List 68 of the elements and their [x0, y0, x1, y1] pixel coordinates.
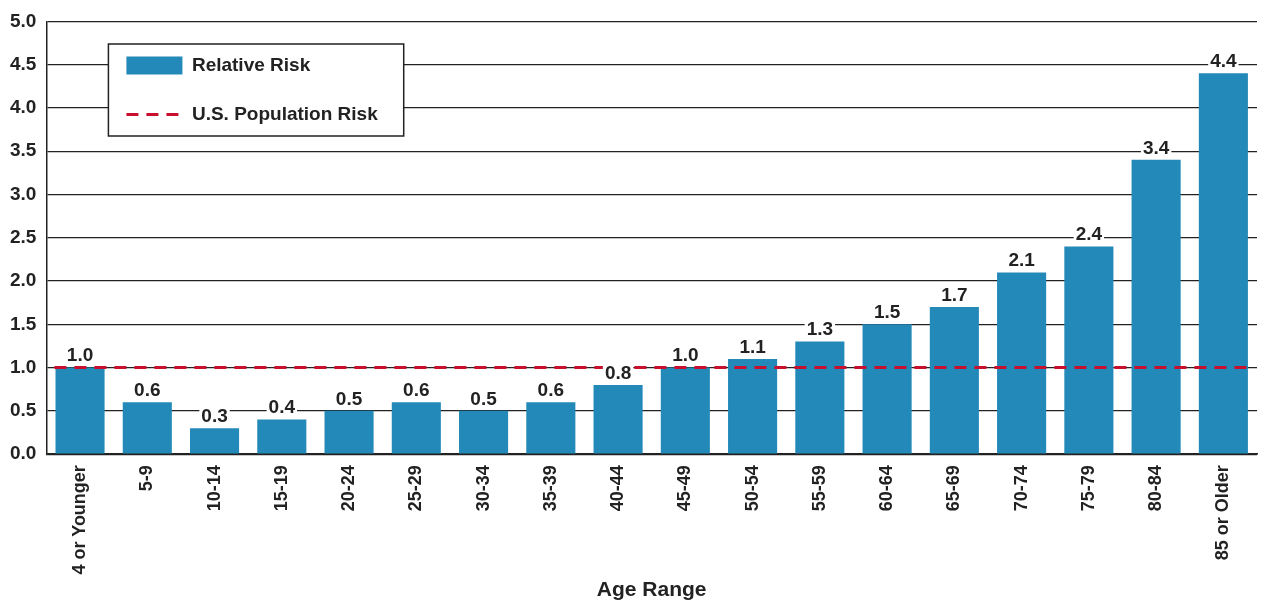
data-label: 1.5: [873, 301, 901, 323]
y-tick-label: 4.5: [9, 52, 37, 74]
data-label: 0.8: [604, 361, 632, 383]
bar: [55, 367, 105, 454]
bar: [929, 307, 979, 454]
x-tick-label: 10-14: [203, 465, 224, 512]
bar: [997, 272, 1047, 454]
x-tick-label: 55-59: [808, 465, 829, 512]
data-label: 1.0: [66, 344, 94, 366]
x-tick-label: 40-44: [607, 465, 628, 512]
data-label: 4.4: [1210, 50, 1238, 72]
bar: [660, 367, 710, 454]
legend-label: U.S. Population Risk: [191, 102, 379, 124]
bar: [122, 402, 172, 454]
x-tick-label: 60-64: [876, 465, 897, 512]
data-label: 0.5: [335, 387, 363, 409]
data-label: 0.4: [268, 396, 296, 418]
x-tick-label: 20-24: [338, 465, 359, 512]
y-tick-label: 3.5: [9, 139, 37, 161]
data-label: 0.6: [537, 378, 565, 400]
bar: [324, 410, 374, 454]
data-label: 1.3: [806, 318, 834, 340]
bar: [1131, 159, 1181, 454]
y-tick-label: 1.0: [9, 355, 37, 377]
y-tick-label: 1.5: [9, 312, 37, 334]
x-tick-label: 35-39: [539, 465, 560, 512]
bar: [795, 341, 845, 454]
x-tick-label: 50-54: [741, 465, 762, 512]
bar: [1198, 73, 1248, 454]
x-tick-label: 45-49: [674, 465, 695, 512]
data-label: 0.6: [403, 378, 430, 400]
bar: [593, 384, 643, 454]
legend-label: Relative Risk: [191, 53, 311, 75]
y-tick-label: 3.0: [9, 182, 37, 204]
y-tick-label: 0.5: [9, 399, 37, 421]
y-tick-label: 0.0: [9, 442, 37, 464]
y-tick-label: 2.5: [9, 226, 37, 247]
y-tick-label: 4.0: [9, 96, 37, 118]
data-label: 2.1: [1008, 249, 1036, 271]
x-axis-title: Age Range: [596, 577, 707, 601]
x-tick-label: 70-74: [1010, 465, 1031, 512]
x-tick-label: 80-84: [1145, 465, 1166, 512]
data-label: 0.5: [470, 387, 498, 409]
x-tick-label: 65-69: [943, 465, 964, 512]
bar: [1064, 246, 1114, 454]
y-tick-label: 2.0: [9, 269, 37, 291]
data-label: 3.4: [1142, 136, 1170, 158]
data-label: 0.3: [201, 404, 228, 426]
data-label: 2.4: [1075, 223, 1103, 245]
data-label: 1.7: [941, 283, 968, 305]
y-tick-label: 5.0: [9, 9, 37, 31]
bar: [391, 402, 441, 454]
x-tick-label: 15-19: [270, 465, 291, 512]
data-label: 1.1: [739, 335, 767, 357]
bar: [526, 402, 576, 454]
bar: [190, 428, 240, 454]
bar: [257, 419, 307, 454]
data-label: 1.0: [672, 344, 699, 366]
x-tick-label: 25-29: [405, 465, 426, 512]
bar: [862, 324, 912, 454]
x-tick-label: 5-9: [136, 465, 157, 492]
x-tick-label: 4 or Younger: [69, 465, 90, 575]
data-label: 0.6: [134, 378, 161, 400]
x-tick-label: 30-34: [472, 465, 493, 512]
bar: [728, 358, 778, 454]
x-tick-label: 85 or Older: [1212, 465, 1233, 561]
bar: [459, 410, 509, 454]
x-tick-label: 75-79: [1077, 465, 1098, 512]
